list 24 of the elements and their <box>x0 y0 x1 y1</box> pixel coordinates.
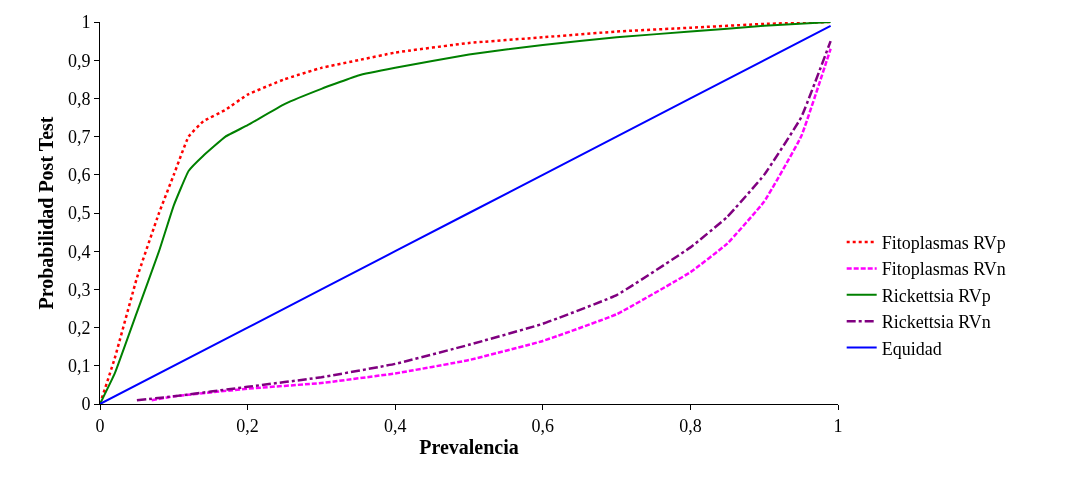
y-tick-label: 1 <box>81 12 91 33</box>
y-tick-label: 0,8 <box>67 88 91 109</box>
x-tick-label: 0,2 <box>236 415 259 436</box>
y-tick-label: 0,9 <box>67 50 91 71</box>
x-tick-label: 0,8 <box>679 415 702 436</box>
legend-label: Fitoplasmas RVp <box>881 233 1006 254</box>
y-tick-label: 0,1 <box>67 356 91 377</box>
x-tick-label: 1 <box>833 415 843 436</box>
y-tick-label: 0,2 <box>67 317 91 338</box>
y-tick-label: 0,3 <box>67 279 91 300</box>
y-axis-title: Probabilidad Post Test <box>35 116 58 310</box>
legend-label: Rickettsia RVn <box>881 312 991 333</box>
y-tick-label: 0 <box>81 394 91 415</box>
y-tick-label: 0,6 <box>67 165 91 186</box>
legend-label: Rickettsia RVp <box>881 285 991 306</box>
legend-label: Equidad <box>881 338 942 359</box>
y-tick-label: 0,7 <box>67 126 91 147</box>
x-axis-title: Prevalencia <box>419 436 519 459</box>
x-tick-label: 0 <box>95 415 105 436</box>
y-tick-label: 0,4 <box>67 241 91 262</box>
y-tick-label: 0,5 <box>67 203 91 224</box>
legend-label: Fitoplasmas RVn <box>881 259 1006 280</box>
x-tick-label: 0,6 <box>531 415 555 436</box>
x-tick-label: 0,4 <box>383 415 407 436</box>
